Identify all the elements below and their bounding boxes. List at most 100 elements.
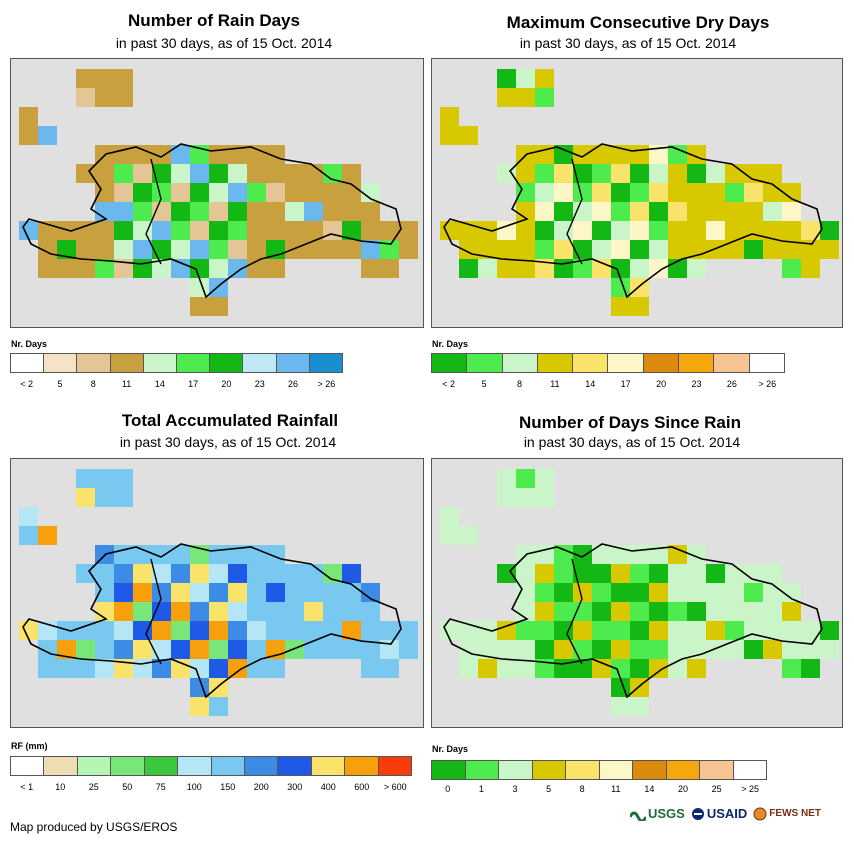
map-grid-cell <box>668 164 687 183</box>
map-grid-cell <box>668 240 687 259</box>
map-grid-cell <box>554 583 573 602</box>
map-grid-cell <box>95 602 114 621</box>
map-days-since-rain[interactable] <box>431 458 843 728</box>
map-grid-cell <box>247 202 266 221</box>
legend-swatch <box>432 354 468 372</box>
legend-tick-label: 25 <box>88 782 99 792</box>
map-grid-cell <box>266 164 285 183</box>
map-grid-cell <box>228 145 247 164</box>
map-grid-cell <box>380 240 399 259</box>
usgs-wave-icon <box>630 811 646 821</box>
island-coastline <box>22 543 402 699</box>
map-grid-cell <box>323 202 342 221</box>
legend-swatch <box>714 354 750 372</box>
panel-title: Number of Rain Days <box>128 11 300 30</box>
country-border <box>566 158 583 265</box>
fewsnet-logo: FEWS NET <box>753 807 821 821</box>
map-grid-cell <box>76 469 95 488</box>
map-grid-cell <box>535 202 554 221</box>
island-coastline <box>443 543 823 699</box>
country-border <box>145 158 162 265</box>
map-grid-cell <box>725 640 744 659</box>
map-grid-cell <box>516 69 535 88</box>
map-grid-cell <box>592 183 611 202</box>
map-grid-cell <box>630 697 649 716</box>
map-grid-cell <box>152 659 171 678</box>
map-grid-cell <box>763 640 782 659</box>
map-grid-cell <box>133 583 152 602</box>
map-rain-days[interactable] <box>10 58 424 328</box>
map-grid-cell <box>535 221 554 240</box>
legend-swatch <box>566 761 600 779</box>
map-grid-cell <box>478 259 497 278</box>
map-grid-cell <box>516 583 535 602</box>
panel-subtitle: in past 30 days, as of 15 Oct. 2014 <box>519 35 737 51</box>
map-grid-cell <box>668 183 687 202</box>
legend-tick-label: 17 <box>620 379 631 389</box>
map-grid-cell <box>152 240 171 259</box>
map-grid-cell <box>133 602 152 621</box>
map-grid-cell <box>209 259 228 278</box>
map-grid-cell <box>649 240 668 259</box>
map-total-rainfall[interactable] <box>10 458 424 728</box>
map-grid-cell <box>801 640 820 659</box>
map-grid-cell <box>573 259 592 278</box>
map-grid-cell <box>592 259 611 278</box>
map-grid-cell <box>573 583 592 602</box>
map-grid-cell <box>171 583 190 602</box>
map-grid-cell <box>630 202 649 221</box>
map-grid-cell <box>247 240 266 259</box>
map-grid-cell <box>649 202 668 221</box>
map-grid-cell <box>361 259 380 278</box>
legend-tick-label: 26 <box>288 379 299 389</box>
map-grid-cell <box>190 202 209 221</box>
map-grid-cell <box>573 202 592 221</box>
legend-swatch <box>311 757 346 775</box>
map-grid-cell <box>285 621 304 640</box>
map-grid-cell <box>497 621 516 640</box>
map-grid-cell <box>535 88 554 107</box>
map-grid-cell <box>706 164 725 183</box>
map-grid-cell <box>209 221 228 240</box>
map-grid-cell <box>687 659 706 678</box>
map-grid-cell <box>782 183 801 202</box>
map-grid-cell <box>380 621 399 640</box>
panel-subtitle: in past 30 days, as of 15 Oct. 2014 <box>119 434 337 450</box>
legend-tick-label: 50 <box>122 782 133 792</box>
island-coastline <box>443 143 823 299</box>
map-grid-cell <box>19 507 38 526</box>
legend-tick-label: 14 <box>585 379 596 389</box>
legend-bar <box>431 760 767 780</box>
map-max-dry-days[interactable] <box>431 58 843 328</box>
map-grid-cell <box>152 164 171 183</box>
legend-tick-label: 14 <box>644 784 655 794</box>
legend-bar <box>431 353 785 373</box>
map-grid-cell <box>744 221 763 240</box>
map-grid-cell <box>342 164 361 183</box>
map-grid-cell <box>649 183 668 202</box>
map-grid-cell <box>114 145 133 164</box>
credit-text: Map produced by USGS/EROS <box>10 820 178 834</box>
map-grid-cell <box>152 602 171 621</box>
map-grid-cell <box>706 640 725 659</box>
map-grid-cell <box>304 221 323 240</box>
map-grid-cell <box>342 583 361 602</box>
map-grid-cell <box>342 621 361 640</box>
country-border <box>566 558 583 665</box>
map-grid-cell <box>668 640 687 659</box>
map-grid-cell <box>266 221 285 240</box>
map-grid-cell <box>820 640 839 659</box>
legend-tick-label: 600 <box>354 782 370 792</box>
legend-swatch <box>345 757 379 775</box>
map-grid-cell <box>399 640 418 659</box>
legend-swatch <box>537 354 574 372</box>
map-grid-cell <box>554 564 573 583</box>
map-grid-cell <box>95 259 114 278</box>
map-grid-cell <box>57 240 76 259</box>
legend-swatch <box>243 354 277 372</box>
map-grid-cell <box>152 183 171 202</box>
map-grid-cell <box>592 583 611 602</box>
map-grid-cell <box>725 621 744 640</box>
map-grid-cell <box>573 659 592 678</box>
map-grid-cell <box>342 202 361 221</box>
